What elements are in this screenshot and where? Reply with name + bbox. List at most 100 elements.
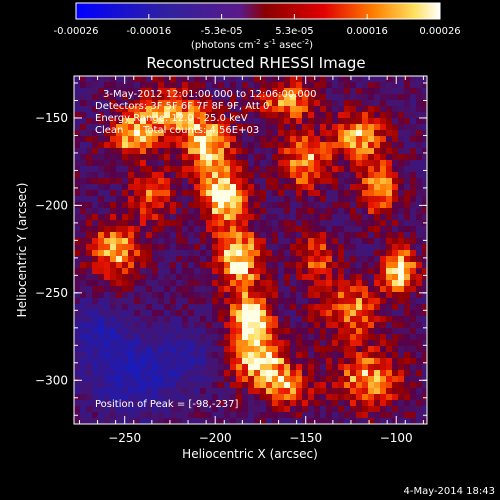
heatmap-cell (356, 250, 362, 256)
heatmap-cell (284, 334, 290, 340)
heatmap-cell (248, 112, 254, 118)
heatmap-cell (248, 334, 254, 340)
heatmap-cell (200, 112, 206, 118)
heatmap-cell (254, 298, 260, 304)
heatmap-cell (380, 418, 386, 424)
heatmap-cell (212, 232, 218, 238)
heatmap-cell (302, 220, 308, 226)
heatmap-cell (110, 400, 116, 406)
heatmap-cell (146, 112, 152, 118)
heatmap-cell (314, 334, 320, 340)
heatmap-cell (188, 196, 194, 202)
heatmap-cell (128, 340, 134, 346)
heatmap-cell (104, 112, 110, 118)
heatmap-cell (422, 178, 427, 184)
heatmap-cell (194, 130, 200, 136)
heatmap-cell (314, 268, 320, 274)
heatmap-cell (338, 334, 344, 340)
heatmap-cell (374, 262, 380, 268)
heatmap-cell (266, 292, 272, 298)
heatmap-cell (380, 406, 386, 412)
heatmap-cell (266, 328, 272, 334)
heatmap-cell (134, 400, 140, 406)
heatmap-cell (176, 418, 182, 424)
heatmap-cell (152, 214, 158, 220)
heatmap-cell (290, 418, 296, 424)
heatmap-cell (158, 370, 164, 376)
heatmap-cell (326, 226, 332, 232)
heatmap-cell (272, 196, 278, 202)
heatmap-cell (326, 142, 332, 148)
heatmap-cell (272, 118, 278, 124)
heatmap-cell (410, 190, 416, 196)
heatmap-cell (80, 172, 86, 178)
heatmap-cell (230, 154, 236, 160)
heatmap-cell (242, 106, 248, 112)
heatmap-cell (164, 328, 170, 334)
heatmap-cell (80, 262, 86, 268)
heatmap-cell (302, 82, 308, 88)
heatmap-cell (344, 346, 350, 352)
heatmap-cell (128, 208, 134, 214)
heatmap-cell (338, 94, 344, 100)
heatmap-cell (368, 118, 374, 124)
heatmap-cell (188, 364, 194, 370)
heatmap-cell (104, 238, 110, 244)
heatmap-cell (248, 232, 254, 238)
heatmap-cell (206, 262, 212, 268)
heatmap-cell (152, 400, 158, 406)
heatmap-cell (212, 268, 218, 274)
colorbar-tick-label: 5.3e-05 (275, 26, 313, 37)
heatmap-cell (314, 310, 320, 316)
heatmap-cell (380, 130, 386, 136)
heatmap-cell (254, 352, 260, 358)
heatmap-cell (404, 328, 410, 334)
heatmap-cell (416, 178, 422, 184)
heatmap-cell (116, 190, 122, 196)
heatmap-cell (338, 274, 344, 280)
heatmap-cell (176, 124, 182, 130)
heatmap-cell (344, 238, 350, 244)
heatmap-cell (320, 220, 326, 226)
heatmap-cell (164, 82, 170, 88)
heatmap-cell (236, 226, 242, 232)
heatmap-cell (152, 280, 158, 286)
heatmap-cell (344, 202, 350, 208)
heatmap-cell (194, 214, 200, 220)
heatmap-cell (116, 196, 122, 202)
heatmap-cell (290, 172, 296, 178)
heatmap-cell (248, 406, 254, 412)
heatmap-cell (332, 166, 338, 172)
heatmap-cell (248, 154, 254, 160)
heatmap-cell (134, 124, 140, 130)
heatmap-cell (296, 208, 302, 214)
heatmap-cell (86, 232, 92, 238)
heatmap-cell (110, 142, 116, 148)
heatmap-cell (170, 412, 176, 418)
heatmap-cell (116, 382, 122, 388)
heatmap-cell (158, 364, 164, 370)
heatmap-cell (140, 316, 146, 322)
heatmap-cell (170, 190, 176, 196)
heatmap-cell (224, 346, 230, 352)
heatmap-cell (188, 130, 194, 136)
heatmap-cell (86, 400, 92, 406)
heatmap-cell (356, 292, 362, 298)
heatmap-cell (404, 304, 410, 310)
heatmap-cell (386, 370, 392, 376)
heatmap-cell (80, 346, 86, 352)
heatmap-cell (158, 292, 164, 298)
heatmap-cell (110, 394, 116, 400)
heatmap-cell (260, 364, 266, 370)
heatmap-cell (164, 106, 170, 112)
heatmap-cell (104, 244, 110, 250)
heatmap-cell (314, 256, 320, 262)
heatmap-cell (284, 358, 290, 364)
heatmap-cell (284, 406, 290, 412)
heatmap-cell (146, 172, 152, 178)
heatmap-plot: −250 −200 −150 −100−300−250−200−150 (35, 75, 428, 445)
heatmap-cell (80, 82, 86, 88)
heatmap-cell (170, 328, 176, 334)
heatmap-cell (146, 184, 152, 190)
heatmap-cell (74, 352, 80, 358)
